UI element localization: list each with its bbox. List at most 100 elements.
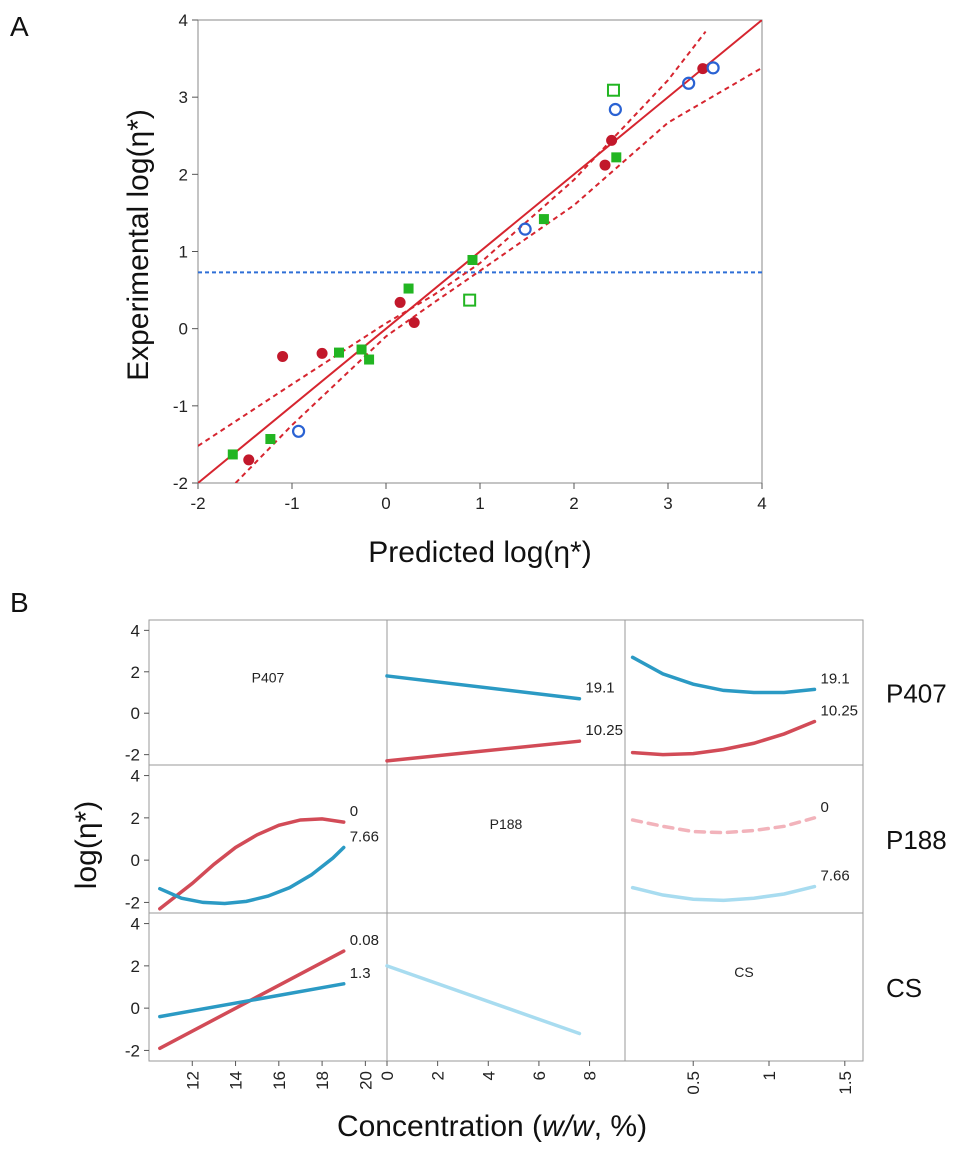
panel-b-diagonal-label: CS [734,964,753,980]
panel-b-row-label: CS [886,973,922,1003]
profile-curve [630,816,817,835]
data-point-filled-square [364,354,375,365]
x-axis-label-italic: w/w [542,1110,596,1143]
chart-a: Predicted log(η*) Experimental log(η*) -… [122,11,767,569]
data-point-filled-square [403,283,414,294]
panel-b-cell-frame [386,764,626,914]
data-point-open-square [463,293,477,307]
panel-b-x-tick-label: 1 [760,1071,779,1080]
panel-b-y-tick-label: 2 [131,663,140,682]
curve-end-label: 10.25 [585,722,623,739]
curve-end-label: 0 [820,799,828,816]
profile-curve [385,739,582,763]
panel-b-y-tick-label: 4 [131,767,140,786]
curve-end-label: 7.66 [350,828,379,845]
chart-a-y-tick-label: 3 [179,88,188,107]
panel-b-y-tick-label: 0 [131,851,140,870]
data-point-filled-square [227,449,238,460]
fit-line [198,20,762,483]
data-point-filled-square [356,344,367,355]
panel-b-cell-frame [624,912,864,1062]
curve-end-label: 10.25 [820,703,858,720]
chart-a-x-tick-label: 3 [663,494,672,513]
data-point-filled-circle [599,159,611,171]
chart-a-x-axis-label: Predicted log(η*) [368,536,591,569]
panel-b-y-tick-label: -2 [125,746,140,765]
chart-a-x-tick-label: 2 [569,494,578,513]
chart-a-y-tick-label: -1 [173,397,188,416]
data-point-open-circle [608,102,622,117]
panel-b-x-tick-label: 6 [530,1071,549,1080]
panel-b-x-tick-label: 16 [270,1071,289,1090]
curve-end-label: 0 [350,803,358,820]
panel-b-x-tick-label: 14 [227,1071,246,1090]
profile-curve [385,964,582,1036]
panel-b-x-tick-label: 0.5 [684,1071,703,1095]
data-point-filled-circle [408,316,420,328]
chart-a-x-tick-label: 0 [381,494,390,513]
data-point-open-circle [518,222,532,236]
panel-b-diagonal-label: P407 [252,670,285,686]
chart-a-y-tick-label: 1 [179,243,188,262]
data-point-filled-square [467,254,478,265]
chart-a-x-tick-label: -1 [284,494,299,513]
panel-b-x-tick-label: 20 [356,1071,375,1090]
panel-b-y-tick-label: 0 [131,704,140,723]
panel-b-x-tick-label: 18 [313,1071,332,1090]
panel-b-row-label: P188 [886,825,947,855]
data-point-filled-circle [606,134,618,146]
panel-b-diagonal-label: P188 [490,816,523,832]
panel-label-b: B [10,587,29,618]
panel-b-y-tick-label: 0 [131,999,140,1018]
panel-b-cell-frame [624,764,864,914]
profile-curve [630,719,817,757]
panel-b-x-tick-label: 4 [479,1071,498,1080]
curve-end-label: 19.1 [585,680,614,697]
chart-a-y-tick-label: 0 [179,320,188,339]
panel-b-x-tick-label: 8 [581,1071,600,1080]
data-point-filled-circle [316,347,328,359]
curve-end-label: 7.66 [820,868,849,885]
data-point-filled-square [265,434,276,445]
data-point-open-circle [291,424,306,438]
chart-a-x-tick-label: 1 [475,494,484,513]
curve-end-label: 0.08 [350,932,379,949]
panel-b-y-tick-label: 2 [131,957,140,976]
profile-curve [630,655,817,695]
panel-b-y-tick-label: 4 [131,915,140,934]
chart-a-y-tick-label: 4 [179,11,188,30]
x-axis-label-prefix: Concentration ( [337,1110,542,1143]
confidence-lower-line [234,66,762,483]
profile-curve [630,884,817,903]
chart-a-y-tick-label: 2 [179,165,188,184]
panel-b-x-tick-label: 2 [429,1071,448,1080]
data-point-filled-circle [277,350,289,362]
confidence-upper-line [198,30,707,447]
data-point-open-circle [682,76,696,90]
chart-a-y-axis-label: Experimental log(η*) [122,109,155,381]
panel-b-row-label: P407 [886,679,947,709]
data-point-open-square [606,83,620,97]
curve-end-label: 1.3 [350,965,371,982]
chart-a-y-tick-label: -2 [173,474,188,493]
chart-a-plot-area [198,20,762,483]
data-point-open-circle [706,61,720,75]
data-point-filled-square [538,214,549,225]
data-point-filled-square [334,347,344,358]
panel-b-y-tick-label: -2 [125,893,140,912]
panel-b-x-tick-label: 1.5 [836,1071,855,1095]
profile-curve [158,817,346,911]
chart-a-x-tick-label: 4 [757,494,766,513]
data-point-filled-circle [697,63,709,75]
data-point-filled-square [611,152,622,163]
chart-b-y-axis-label: log(η*) [70,801,103,889]
panel-b-x-tick-label: 12 [183,1071,202,1090]
profile-curve [158,982,346,1019]
chart-b: log(η*) Concentration (w/w, %) 420-2420-… [70,619,947,1143]
data-point-filled-circle [243,454,255,466]
data-point-filled-circle [394,296,406,308]
panel-b-cell-frame [386,912,626,1062]
panel-b-y-tick-label: 4 [131,621,140,640]
curve-end-label: 19.1 [820,670,849,687]
